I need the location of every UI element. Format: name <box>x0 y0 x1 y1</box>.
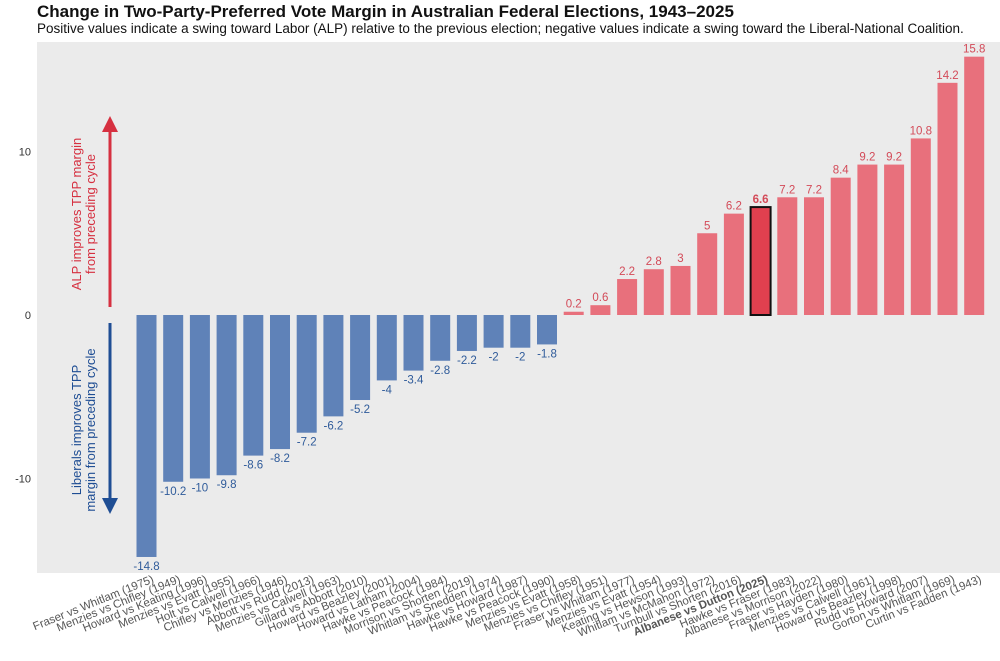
value-label: -1.8 <box>537 348 557 360</box>
chart-subtitle: Positive values indicate a swing toward … <box>37 21 964 36</box>
value-label: -5.2 <box>350 404 370 416</box>
bar <box>830 177 851 315</box>
value-label: -4 <box>382 384 393 396</box>
bar <box>884 164 905 315</box>
bar <box>643 269 664 315</box>
value-label: -6.2 <box>323 420 343 432</box>
value-label: 3 <box>677 253 683 265</box>
value-label: -2.2 <box>457 355 477 367</box>
bar <box>163 315 184 482</box>
bar <box>323 315 344 417</box>
bar <box>189 315 210 479</box>
bar <box>483 315 504 348</box>
bar <box>777 197 798 315</box>
chart-title: Change in Two-Party-Preferred Vote Margi… <box>37 2 734 21</box>
bar <box>937 82 958 315</box>
value-label: -2 <box>515 352 525 364</box>
bar <box>136 315 157 557</box>
value-label: 0.6 <box>592 292 608 304</box>
y-tick-label: 10 <box>19 147 31 159</box>
annotation-line: Liberals improves TPP <box>69 365 84 496</box>
bar <box>430 315 451 361</box>
value-label: 7.2 <box>779 184 795 196</box>
value-label: -3.4 <box>404 375 424 387</box>
annotation-line: margin from preceding cycle <box>83 348 98 511</box>
value-label: 5 <box>704 220 710 232</box>
y-tick-label: -10 <box>15 474 31 486</box>
bar <box>403 315 424 371</box>
value-label: 15.8 <box>963 44 985 56</box>
bar <box>537 315 557 345</box>
value-label: -10 <box>192 483 209 495</box>
annotation-alp: ALP improves TPP marginfrom preceding cy… <box>69 138 98 290</box>
value-label: 7.2 <box>806 184 822 196</box>
bar <box>910 138 931 315</box>
value-label: -8.6 <box>243 460 263 472</box>
bar <box>857 164 878 315</box>
bar <box>510 315 531 348</box>
bar <box>456 315 477 351</box>
bar <box>350 315 371 401</box>
arrow-up-icon <box>102 116 118 132</box>
bar <box>590 305 611 315</box>
value-label: 14.2 <box>936 70 958 82</box>
value-label: -2.8 <box>430 365 450 377</box>
value-label: 6.6 <box>753 194 769 206</box>
bar <box>723 213 744 315</box>
value-label: -8.2 <box>270 453 290 465</box>
bar <box>617 279 638 315</box>
value-label: -9.8 <box>217 479 237 491</box>
value-label: -2 <box>488 352 498 364</box>
value-label: 0.2 <box>566 299 582 311</box>
value-label: -7.2 <box>297 437 317 449</box>
bar <box>563 311 584 315</box>
value-label: 8.4 <box>833 165 850 177</box>
value-label: 10.8 <box>910 125 932 137</box>
bar <box>243 315 264 456</box>
value-label: -14.8 <box>133 561 159 573</box>
value-label: -10.2 <box>160 486 186 498</box>
bar <box>964 56 985 316</box>
value-label: 2.2 <box>619 266 635 278</box>
annotation-line: ALP improves TPP margin <box>69 138 84 290</box>
bar <box>216 315 237 476</box>
annotation-line: from preceding cycle <box>83 154 98 274</box>
value-label: 6.2 <box>726 201 742 213</box>
value-label: 9.2 <box>859 152 875 164</box>
bar <box>697 233 718 315</box>
bar <box>296 315 317 433</box>
arrow-down-icon <box>102 498 118 514</box>
bar <box>670 265 691 315</box>
bar <box>270 315 290 450</box>
y-tick-label: 0 <box>25 310 31 322</box>
bar <box>804 197 824 315</box>
annotation-liberals: Liberals improves TPPmargin from precedi… <box>69 348 98 511</box>
bar-highlight <box>749 206 772 316</box>
bar <box>376 315 397 381</box>
value-label: 2.8 <box>646 256 662 268</box>
value-label: 9.2 <box>886 152 902 164</box>
